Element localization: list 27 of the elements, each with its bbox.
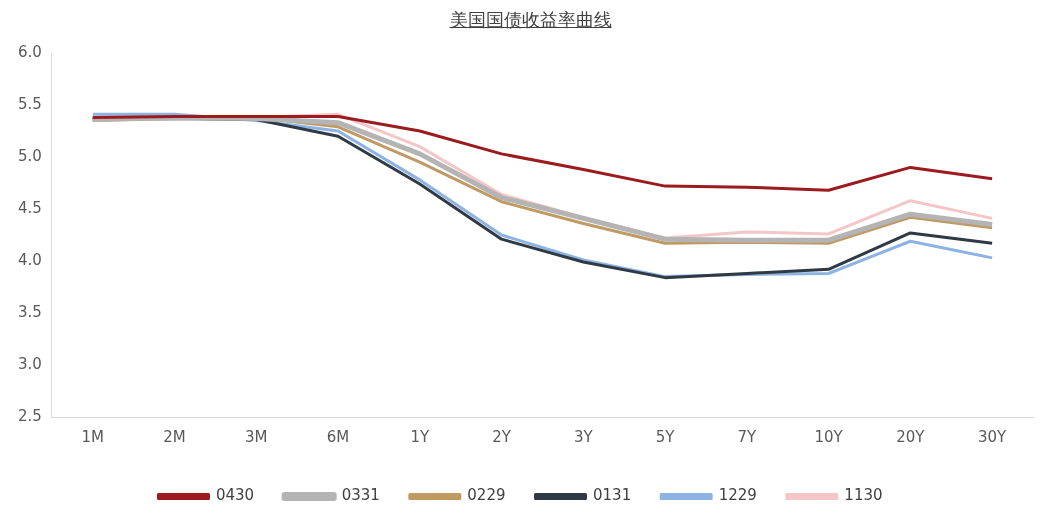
- x-tick-label: 2Y: [492, 427, 512, 446]
- y-tick-label: 3.5: [18, 302, 42, 321]
- x-tick-label: 6M: [326, 427, 350, 446]
- legend-label: 0131: [593, 486, 632, 505]
- x-tick-label: 3M: [245, 427, 268, 446]
- legend-label: 1229: [718, 486, 757, 505]
- legend-label: 0331: [341, 486, 380, 505]
- x-tick-label: 1Y: [410, 427, 430, 446]
- y-tick-label: 5.5: [18, 94, 42, 113]
- x-tick-label: 1M: [81, 427, 104, 446]
- y-tick-label: 5.0: [18, 146, 42, 165]
- chart-title: 美国国债收益率曲线: [449, 9, 612, 30]
- x-tick-label: 30Y: [977, 427, 1008, 446]
- y-tick-label: 2.5: [18, 406, 42, 425]
- legend-label: 1130: [844, 486, 883, 505]
- x-tick-label: 3Y: [573, 427, 594, 446]
- y-tick-label: 4.5: [18, 198, 42, 217]
- y-tick-label: 6.0: [18, 42, 42, 61]
- x-tick-label: 7Y: [737, 427, 758, 446]
- x-tick-label: 10Y: [814, 427, 844, 446]
- y-tick-label: 3.0: [18, 354, 42, 373]
- legend-label: 0430: [215, 486, 255, 505]
- legend-label: 0229: [467, 486, 506, 505]
- y-tick-label: 4.0: [18, 250, 42, 269]
- x-tick-label: 5Y: [655, 427, 676, 446]
- x-tick-label: 20Y: [896, 427, 926, 446]
- x-tick-label: 2M: [163, 427, 186, 446]
